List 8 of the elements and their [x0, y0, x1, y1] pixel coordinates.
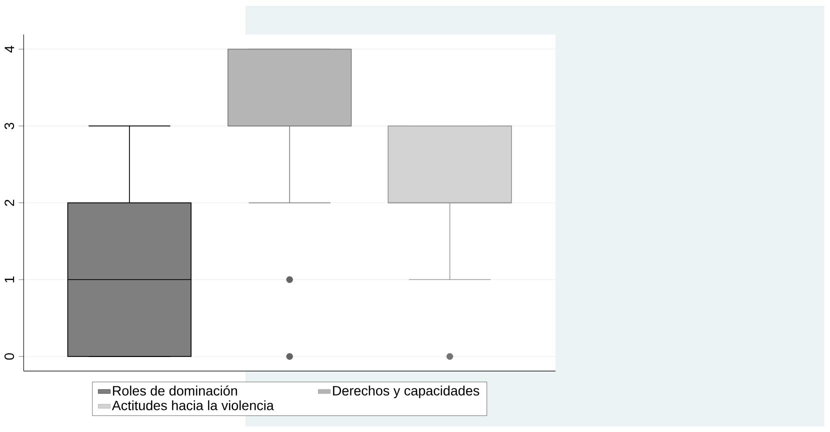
legend-label: Actitudes hacia la violencia [112, 400, 274, 410]
y-tick-label: 1 [4, 276, 14, 282]
y-tick-label: 3 [4, 122, 14, 130]
y-tick-label: 4 [4, 46, 14, 53]
y-tick-label: 2 [4, 200, 14, 206]
legend-label: Derechos y capacidades [333, 386, 480, 398]
y-tick-label: 0 [4, 353, 14, 360]
legend-label: Roles de dominación [113, 386, 238, 396]
